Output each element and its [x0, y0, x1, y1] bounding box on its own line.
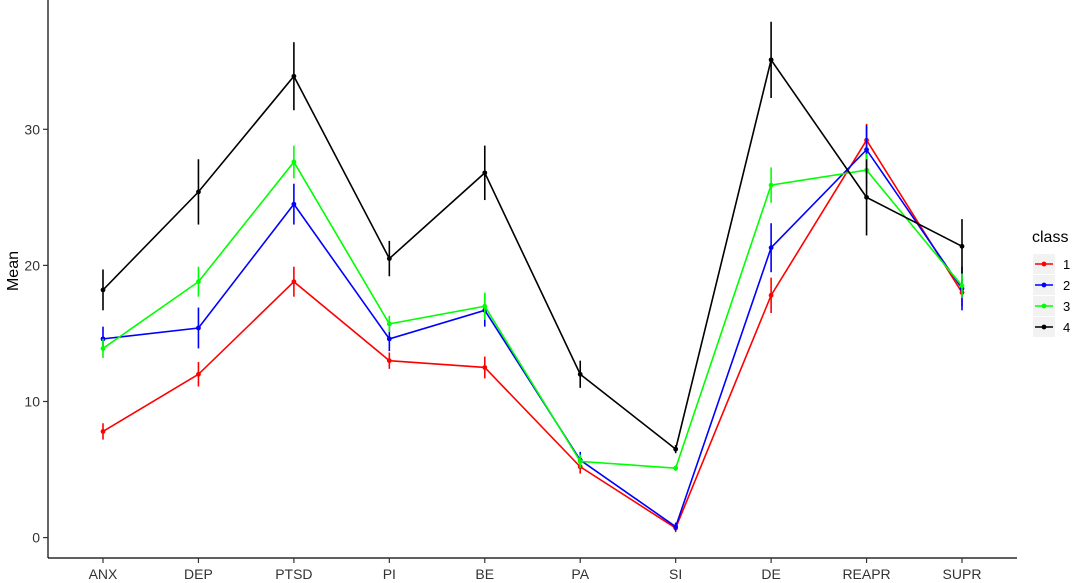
- series-2: [100, 125, 965, 531]
- data-point: [768, 57, 774, 63]
- series-4: [100, 21, 965, 454]
- y-ticks: 0 10 20 30: [24, 121, 48, 546]
- x-tick-label: PTSD: [275, 566, 312, 582]
- legend-item: 1: [1033, 254, 1070, 274]
- x-tick-label: PI: [383, 566, 396, 582]
- legend: class 1 2 3 4: [1032, 229, 1070, 337]
- data-point: [100, 287, 106, 293]
- x-ticks: ANX DEP PTSD PI BE PA SI DE REAPR SUPR: [89, 558, 982, 582]
- data-point: [864, 194, 869, 200]
- data-point: [291, 201, 297, 207]
- data-point: [673, 524, 679, 530]
- y-tick-label: 20: [24, 257, 40, 273]
- data-point: [768, 245, 774, 251]
- series-line: [102, 148, 963, 528]
- data-point: [959, 243, 965, 249]
- legend-item: 2: [1033, 275, 1070, 295]
- x-tick-label: SUPR: [943, 566, 982, 582]
- data-point: [386, 321, 392, 327]
- data-point: [100, 429, 106, 434]
- series-1: [100, 123, 965, 533]
- x-tick-label: DEP: [184, 566, 213, 582]
- y-tick-label: 10: [24, 393, 40, 409]
- legend-items: 1 2 3 4: [1033, 254, 1070, 337]
- legend-label: 2: [1063, 278, 1070, 293]
- x-tick-label: BE: [475, 566, 494, 582]
- data-point: [482, 303, 488, 309]
- legend-key-point: [1041, 324, 1047, 330]
- data-point: [482, 170, 488, 176]
- data-point: [673, 465, 679, 471]
- legend-item: 3: [1033, 296, 1070, 316]
- data-point: [673, 446, 679, 452]
- data-point: [100, 346, 106, 351]
- legend-item: 4: [1033, 317, 1070, 337]
- series-line: [102, 57, 963, 451]
- data-point: [196, 279, 201, 285]
- data-point: [291, 279, 297, 285]
- y-tick-label: 0: [32, 530, 40, 546]
- data-point: [196, 189, 201, 195]
- data-point: [196, 325, 201, 331]
- series-3: [100, 145, 965, 471]
- data-point: [577, 371, 583, 377]
- legend-key-point: [1041, 303, 1047, 309]
- data-point: [482, 365, 488, 370]
- y-tick-label: 30: [24, 121, 40, 137]
- data-point: [196, 371, 201, 377]
- series-line: [102, 138, 963, 530]
- x-tick-label: ANX: [89, 566, 118, 582]
- data-point: [577, 458, 583, 464]
- y-axis-title: Mean: [5, 251, 22, 291]
- legend-label: 1: [1063, 257, 1070, 272]
- legend-title: class: [1032, 229, 1068, 246]
- series-layer: [100, 21, 965, 533]
- x-tick-label: REAPR: [842, 566, 890, 582]
- legend-key-point: [1041, 282, 1047, 288]
- data-point: [386, 358, 392, 364]
- data-point: [768, 182, 774, 188]
- x-tick-label: DE: [761, 566, 780, 582]
- x-tick-label: SI: [669, 566, 682, 582]
- data-point: [291, 159, 297, 165]
- legend-label: 3: [1063, 299, 1070, 314]
- series-line: [102, 160, 963, 470]
- axes: [47, 0, 1017, 559]
- legend-key-point: [1041, 261, 1047, 267]
- legend-label: 4: [1063, 320, 1070, 335]
- data-point: [386, 256, 392, 261]
- data-point: [959, 283, 965, 289]
- data-point: [386, 336, 392, 342]
- data-point: [864, 147, 869, 153]
- x-tick-label: PA: [571, 566, 589, 582]
- data-point: [768, 292, 774, 298]
- data-point: [291, 73, 297, 79]
